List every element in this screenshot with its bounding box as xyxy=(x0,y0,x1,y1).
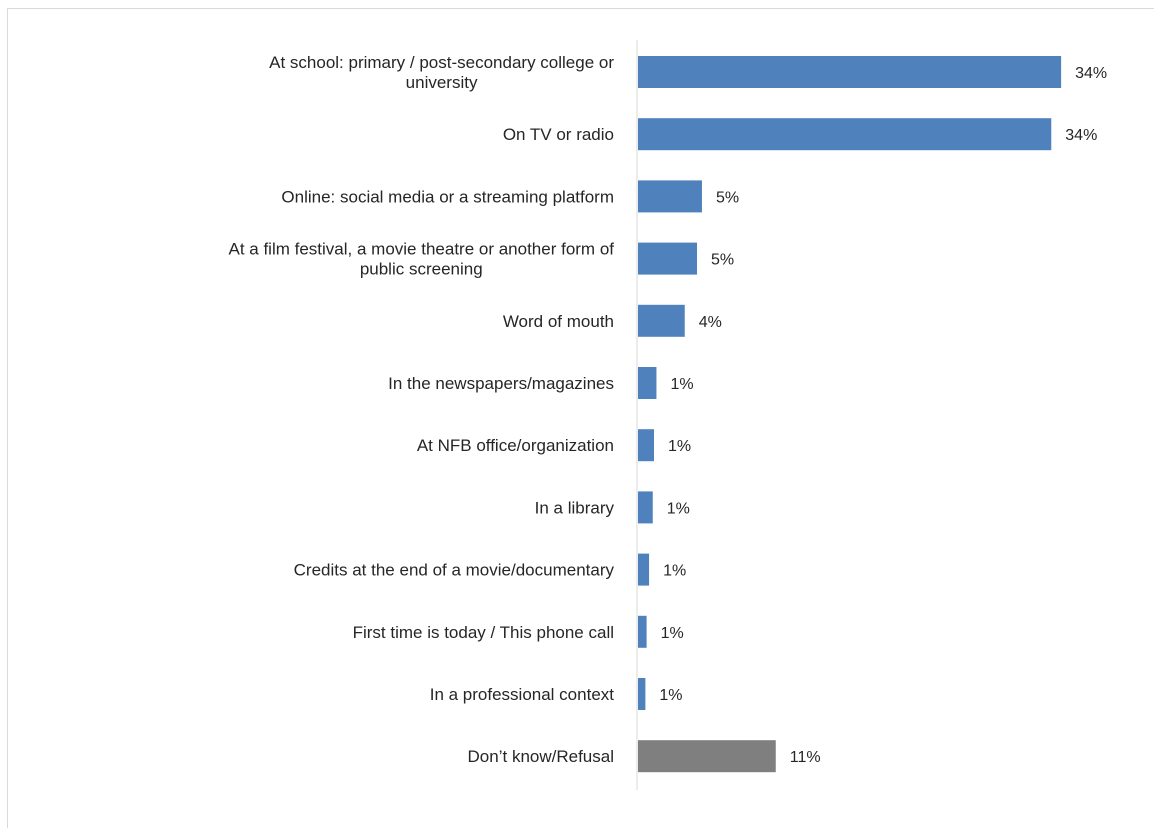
chart-frame xyxy=(7,8,1154,828)
data-label: 11% xyxy=(790,749,821,766)
bar xyxy=(638,304,685,337)
bar xyxy=(638,180,702,213)
category-label: On TV or radio xyxy=(503,125,614,144)
data-label: 1% xyxy=(667,500,690,517)
category-label: Don’t know/Refusal xyxy=(468,747,614,766)
data-label: 1% xyxy=(661,625,684,642)
bar xyxy=(638,242,698,275)
bar xyxy=(638,56,1062,88)
category-label: At a film festival, a movie theatre or a… xyxy=(229,240,615,279)
data-label: 1% xyxy=(668,438,691,455)
data-label: 34% xyxy=(1065,127,1097,144)
category-label: In a professional context xyxy=(430,685,615,704)
data-label: 1% xyxy=(670,376,693,393)
bar xyxy=(638,491,653,524)
bar xyxy=(638,118,1052,151)
bar xyxy=(638,740,776,773)
bar xyxy=(638,429,654,462)
category-label: At school: primary / post-secondary coll… xyxy=(269,53,614,92)
data-label: 1% xyxy=(663,563,686,580)
data-label: 34% xyxy=(1075,65,1107,82)
data-label: 4% xyxy=(699,314,722,331)
category-label: At NFB office/organization xyxy=(417,436,614,455)
category-label: In a library xyxy=(535,498,615,517)
data-label: 1% xyxy=(659,687,682,704)
bar xyxy=(638,367,657,399)
category-label: Online: social media or a streaming plat… xyxy=(281,187,614,206)
bar xyxy=(638,678,646,710)
category-label: Word of mouth xyxy=(503,312,614,331)
bar xyxy=(638,615,647,648)
category-label: First time is today / This phone call xyxy=(353,623,614,642)
bar xyxy=(638,553,650,586)
category-label: Credits at the end of a movie/documentar… xyxy=(294,561,615,580)
data-label: 5% xyxy=(711,252,734,269)
category-label: In the newspapers/magazines xyxy=(388,374,614,393)
data-label: 5% xyxy=(716,189,739,206)
